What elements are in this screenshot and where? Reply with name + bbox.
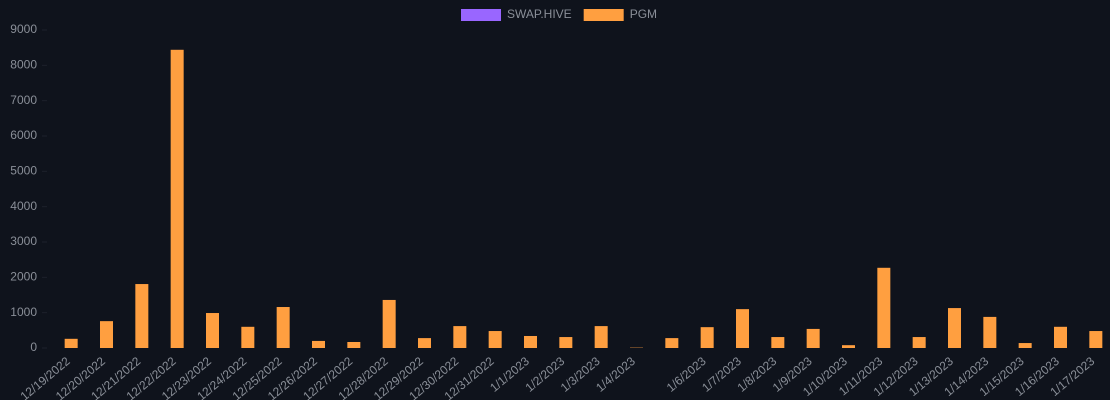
y-tick-label: 0 <box>30 340 37 354</box>
y-tick-label: 8000 <box>10 58 37 72</box>
bar <box>524 335 537 348</box>
x-tick-label: 1/4/2023 <box>593 354 638 395</box>
y-tick-label: 4000 <box>10 199 37 213</box>
y-tick-label: 7000 <box>10 93 37 107</box>
legend-swatch <box>461 9 501 21</box>
bar <box>206 313 219 348</box>
bar <box>877 267 891 348</box>
bar <box>488 331 502 348</box>
bar <box>453 326 467 348</box>
bar <box>347 341 361 348</box>
bar <box>948 308 961 348</box>
bar <box>100 321 113 348</box>
legend-label: SWAP.HIVE <box>507 7 572 21</box>
bar <box>594 326 608 348</box>
bar <box>771 337 785 348</box>
bar <box>736 309 749 348</box>
bar <box>912 337 926 348</box>
bar <box>559 337 573 348</box>
y-tick-label: 9000 <box>10 22 37 36</box>
bar <box>312 340 325 348</box>
legend-label: PGM <box>630 7 657 21</box>
bar <box>418 338 431 348</box>
bar <box>842 345 855 348</box>
legend-swatch <box>583 9 624 21</box>
bar <box>241 326 255 348</box>
bar <box>665 338 679 348</box>
bar <box>382 299 396 348</box>
bar <box>64 338 78 348</box>
y-tick-label: 2000 <box>10 270 37 284</box>
bar <box>135 284 149 348</box>
y-tick-label: 1000 <box>10 305 37 319</box>
bar <box>1054 326 1067 348</box>
bar <box>983 316 997 348</box>
bar <box>276 307 290 348</box>
bar <box>700 327 714 348</box>
bar <box>1089 331 1103 348</box>
y-tick-label: 3000 <box>10 234 37 248</box>
bar <box>170 49 184 348</box>
y-tick-label: 6000 <box>10 128 37 142</box>
bar <box>806 328 820 348</box>
bar <box>1018 343 1032 348</box>
y-tick-label: 5000 <box>10 164 37 178</box>
